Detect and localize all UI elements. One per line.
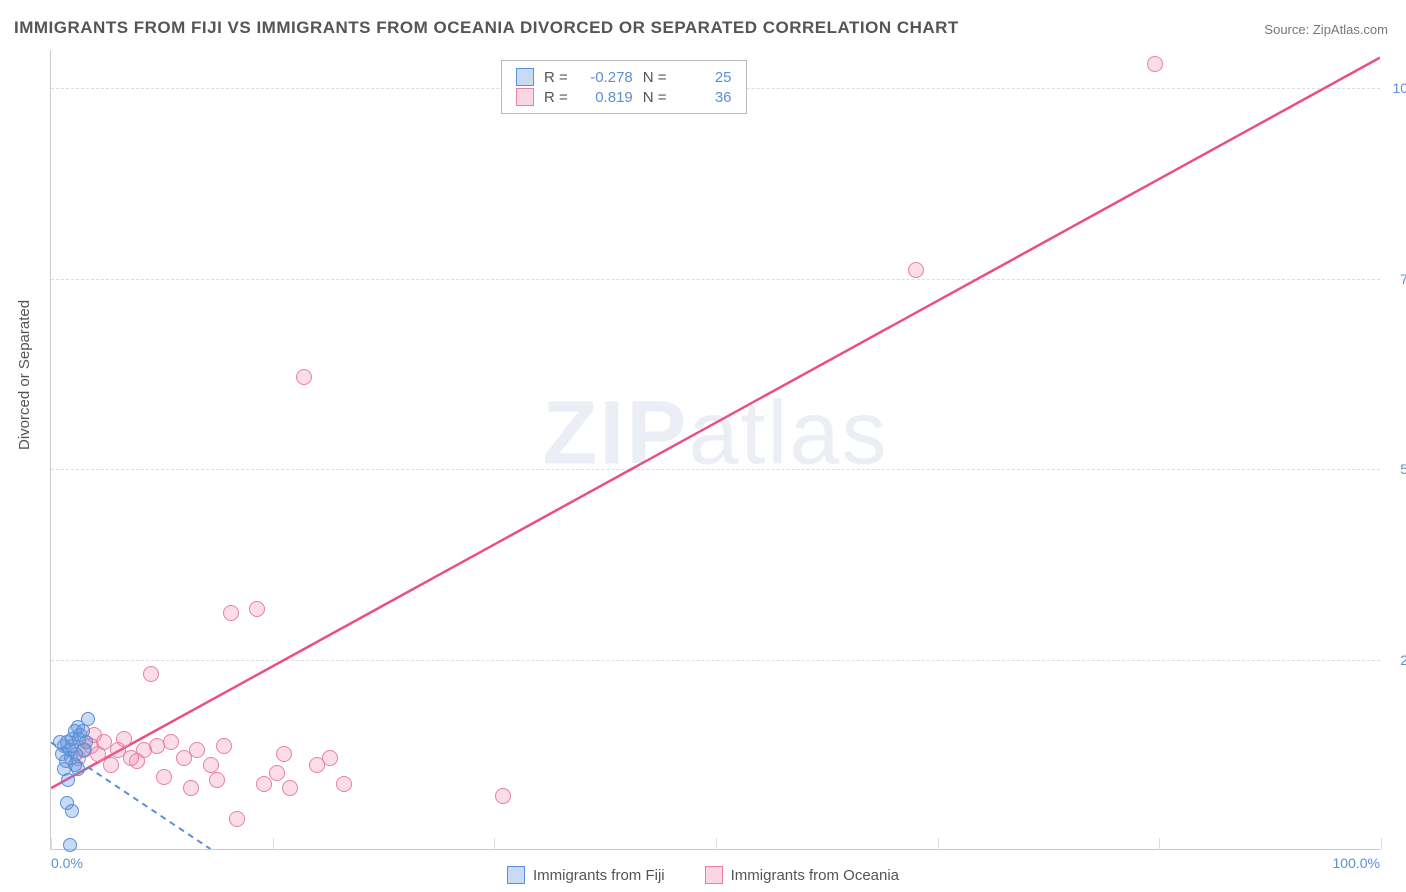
x-tick-mark: [494, 838, 495, 850]
scatter-point-oceania: [189, 742, 205, 758]
n-label: N =: [643, 69, 667, 86]
trend-lines: [51, 50, 1380, 849]
scatter-point-oceania: [103, 757, 119, 773]
scatter-point-oceania: [276, 746, 292, 762]
legend-label-fiji: Immigrants from Fiji: [533, 867, 665, 884]
swatch-oceania: [516, 88, 534, 106]
scatter-point-oceania: [163, 734, 179, 750]
swatch-fiji: [507, 866, 525, 884]
n-label: N =: [643, 89, 667, 106]
source-attribution: Source: ZipAtlas.com: [1264, 22, 1388, 37]
source-label: Source:: [1264, 22, 1309, 37]
stats-legend-box: R = -0.278 N = 25 R = 0.819 N = 36: [501, 60, 747, 114]
x-tick-mark: [716, 838, 717, 850]
legend-item-fiji: Immigrants from Fiji: [507, 866, 665, 884]
x-tick-mark: [273, 838, 274, 850]
gridline-h: [51, 279, 1380, 280]
scatter-point-fiji: [63, 838, 77, 852]
gridline-h: [51, 660, 1380, 661]
y-axis-label: Divorced or Separated: [16, 300, 33, 450]
scatter-point-fiji: [71, 762, 85, 776]
scatter-point-fiji: [65, 804, 79, 818]
watermark-zip: ZIP: [542, 383, 688, 483]
scatter-point-oceania: [269, 765, 285, 781]
scatter-point-fiji: [61, 773, 75, 787]
r-label: R =: [544, 89, 568, 106]
scatter-point-fiji: [69, 747, 83, 761]
scatter-point-oceania: [1147, 56, 1163, 72]
scatter-point-oceania: [209, 772, 225, 788]
scatter-point-oceania: [282, 780, 298, 796]
swatch-fiji: [516, 68, 534, 86]
scatter-point-oceania: [908, 262, 924, 278]
y-tick-label: 25.0%: [1385, 652, 1406, 668]
x-tick-mark: [938, 838, 939, 850]
x-tick-mark: [1159, 838, 1160, 850]
scatter-point-oceania: [322, 750, 338, 766]
scatter-point-oceania: [183, 780, 199, 796]
y-tick-label: 50.0%: [1385, 461, 1406, 477]
gridline-h: [51, 469, 1380, 470]
n-value-oceania: 36: [677, 89, 732, 106]
scatter-point-oceania: [223, 605, 239, 621]
scatter-point-fiji: [79, 735, 93, 749]
chart-title: IMMIGRANTS FROM FIJI VS IMMIGRANTS FROM …: [14, 18, 959, 38]
scatter-point-oceania: [216, 738, 232, 754]
scatter-point-oceania: [256, 776, 272, 792]
scatter-point-oceania: [296, 369, 312, 385]
swatch-oceania: [705, 866, 723, 884]
y-tick-label: 100.0%: [1385, 80, 1406, 96]
r-value-fiji: -0.278: [578, 69, 633, 86]
scatter-point-oceania: [229, 811, 245, 827]
scatter-point-oceania: [495, 788, 511, 804]
r-label: R =: [544, 69, 568, 86]
watermark-atlas: atlas: [688, 383, 888, 483]
bottom-legend: Immigrants from Fiji Immigrants from Oce…: [0, 866, 1406, 884]
scatter-point-oceania: [143, 666, 159, 682]
trend-line-oceania: [51, 58, 1380, 789]
scatter-point-oceania: [116, 731, 132, 747]
scatter-point-oceania: [336, 776, 352, 792]
x-tick-mark: [51, 838, 52, 850]
stats-row-fiji: R = -0.278 N = 25: [516, 68, 732, 86]
legend-label-oceania: Immigrants from Oceania: [731, 867, 899, 884]
legend-item-oceania: Immigrants from Oceania: [705, 866, 899, 884]
plot-area: ZIPatlas R = -0.278 N = 25 R = 0.819 N =…: [50, 50, 1380, 850]
scatter-point-oceania: [156, 769, 172, 785]
n-value-fiji: 25: [677, 69, 732, 86]
y-tick-label: 75.0%: [1385, 271, 1406, 287]
scatter-point-oceania: [249, 601, 265, 617]
scatter-point-oceania: [203, 757, 219, 773]
stats-row-oceania: R = 0.819 N = 36: [516, 88, 732, 106]
r-value-oceania: 0.819: [578, 89, 633, 106]
source-name: ZipAtlas.com: [1313, 22, 1388, 37]
x-tick-mark: [1381, 838, 1382, 850]
